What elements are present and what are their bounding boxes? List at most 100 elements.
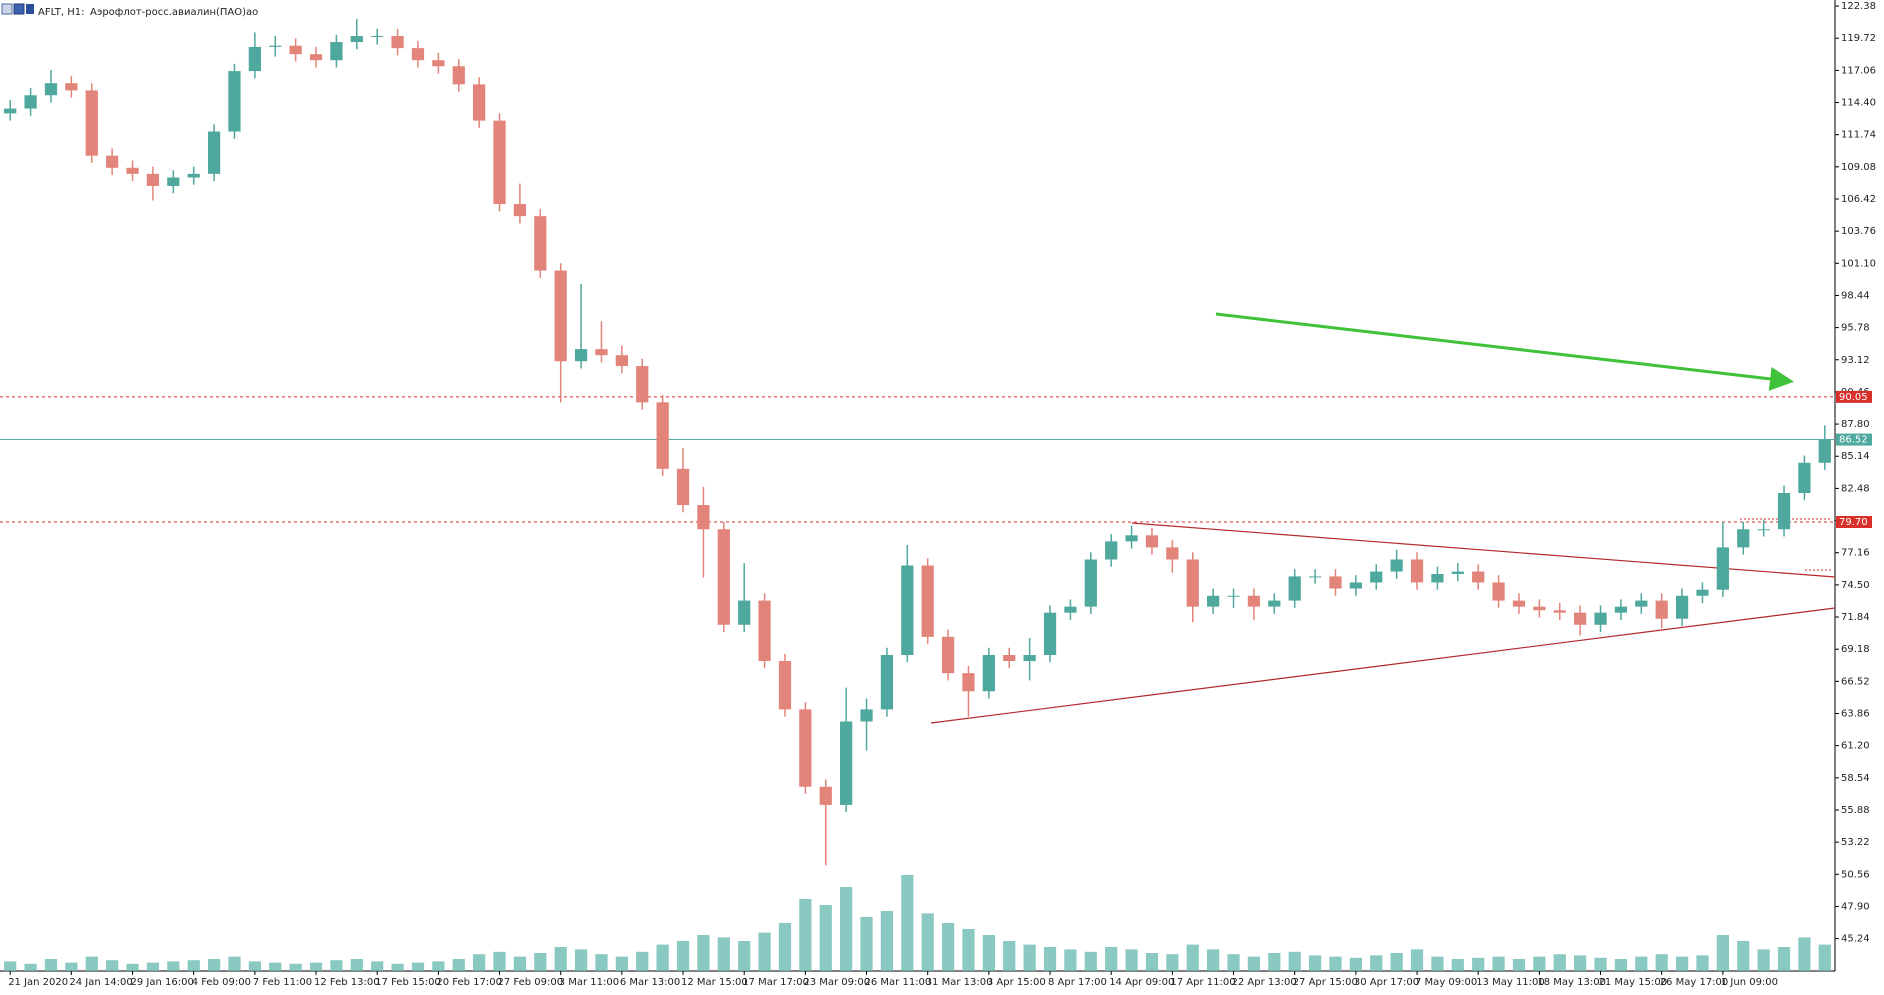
y-tick-label: 74.50 (1841, 580, 1870, 591)
volume-bar (921, 913, 934, 971)
price-level-label: 86.52 (1839, 435, 1868, 446)
x-tick-label: 14 Apr 09:00 (1109, 977, 1174, 988)
volume-bar (391, 963, 404, 971)
y-tick-label: 119.72 (1841, 33, 1876, 44)
volume-bar (1492, 956, 1505, 971)
candle-body (452, 66, 465, 85)
x-tick-label: 17 Apr 11:00 (1170, 977, 1235, 988)
volume-bar (534, 953, 547, 971)
candle-body (717, 529, 730, 625)
x-tick-label: 7 Feb 11:00 (253, 977, 312, 988)
candle-body (207, 131, 221, 174)
candle-body (595, 349, 608, 356)
volume-bar (4, 961, 17, 971)
candle-body (921, 565, 934, 637)
x-tick-label: 12 Mar 15:00 (681, 977, 748, 988)
y-tick-label: 58.54 (1841, 773, 1870, 784)
volume-bar (85, 956, 98, 971)
volume-bar (1003, 941, 1016, 971)
candle-body (778, 661, 792, 710)
y-tick-label: 55.88 (1841, 805, 1870, 816)
candle-body (391, 36, 404, 49)
candle-body (1390, 559, 1403, 572)
volume-bar (65, 962, 78, 971)
candle-body (330, 42, 343, 61)
volume-bar (432, 961, 445, 971)
candle-body (1329, 576, 1342, 589)
candle-body (24, 95, 37, 109)
volume-bar (1533, 956, 1546, 971)
trend-line[interactable] (1131, 522, 1836, 578)
candle-body (819, 786, 832, 805)
volume-bar (1614, 959, 1628, 971)
candle-body (187, 173, 200, 178)
candle-body (228, 71, 241, 132)
volume-bar (1166, 954, 1179, 971)
y-tick-label: 117.06 (1841, 65, 1876, 76)
x-tick-label: 13 May 11:00 (1476, 977, 1545, 988)
candle-body (656, 402, 669, 469)
volume-bar (738, 941, 751, 971)
volume-bar (778, 923, 792, 971)
candle-body (962, 673, 975, 692)
volume-bar (167, 961, 180, 971)
candle-body (941, 636, 955, 674)
x-tick-label: 27 Feb 09:00 (498, 977, 564, 988)
candle-body (65, 83, 78, 91)
x-tick-label: 17 Mar 17:00 (742, 977, 809, 988)
trend-line[interactable] (930, 607, 1836, 724)
candle-body (636, 366, 649, 403)
volume-bar (1737, 941, 1750, 971)
candle-body (1431, 573, 1444, 583)
volume-bar (595, 954, 608, 971)
volume-bar (840, 887, 853, 971)
x-tick-label: 24 Jan 14:00 (69, 977, 132, 988)
volume-bar (860, 917, 873, 971)
y-tick-label: 103.76 (1841, 226, 1876, 237)
candle-body (554, 270, 567, 362)
x-tick-label: 17 Feb 15:00 (375, 977, 441, 988)
price-level-label: 79.70 (1839, 517, 1868, 528)
volume-bar (371, 961, 384, 971)
candle-body (4, 108, 17, 114)
volume-bar (1798, 937, 1811, 971)
candle-body (1043, 612, 1057, 655)
candle-body (1227, 595, 1240, 597)
chart-title: Аэрофлот-росс.авиалин(ПАО)ао (90, 7, 258, 18)
candle-body (799, 709, 812, 787)
candle-body (738, 600, 751, 625)
volume-bar (1390, 953, 1403, 971)
y-tick-label: 71.84 (1841, 612, 1870, 623)
volume-bar (1207, 949, 1220, 971)
toolbar-icon[interactable] (26, 4, 34, 14)
x-tick-label: 23 Mar 09:00 (803, 977, 870, 988)
x-tick-label: 8 Apr 17:00 (1048, 977, 1107, 988)
toolbar-icon[interactable] (13, 3, 25, 15)
candle-body (1451, 571, 1464, 574)
volume-bar (1227, 954, 1240, 971)
toolbar-icon[interactable] (1, 3, 13, 15)
candle-body (85, 90, 98, 156)
candle-body (1105, 541, 1118, 560)
volume-bar (309, 962, 323, 971)
y-tick-label: 87.80 (1841, 419, 1870, 430)
candle-body (1614, 606, 1628, 613)
candle-body (1166, 547, 1179, 560)
candle-body (167, 177, 180, 186)
candle-body (1288, 576, 1301, 601)
candle-body (1635, 600, 1648, 607)
candle-body (1737, 529, 1750, 548)
price-level-box (1836, 433, 1872, 446)
candle-body (1349, 582, 1362, 589)
y-tick-label: 61.20 (1841, 741, 1870, 752)
arrow[interactable] (1215, 312, 1794, 391)
x-tick-label: 1 Jun 09:00 (1721, 977, 1778, 988)
volume-bar (1512, 959, 1526, 971)
candle-body (1084, 559, 1097, 607)
x-tick-label: 31 Mar 13:00 (926, 977, 993, 988)
volume-bar (1349, 957, 1362, 971)
y-tick-label: 69.18 (1841, 644, 1870, 655)
volume-bar (880, 911, 894, 971)
volume-bar (1084, 951, 1097, 971)
